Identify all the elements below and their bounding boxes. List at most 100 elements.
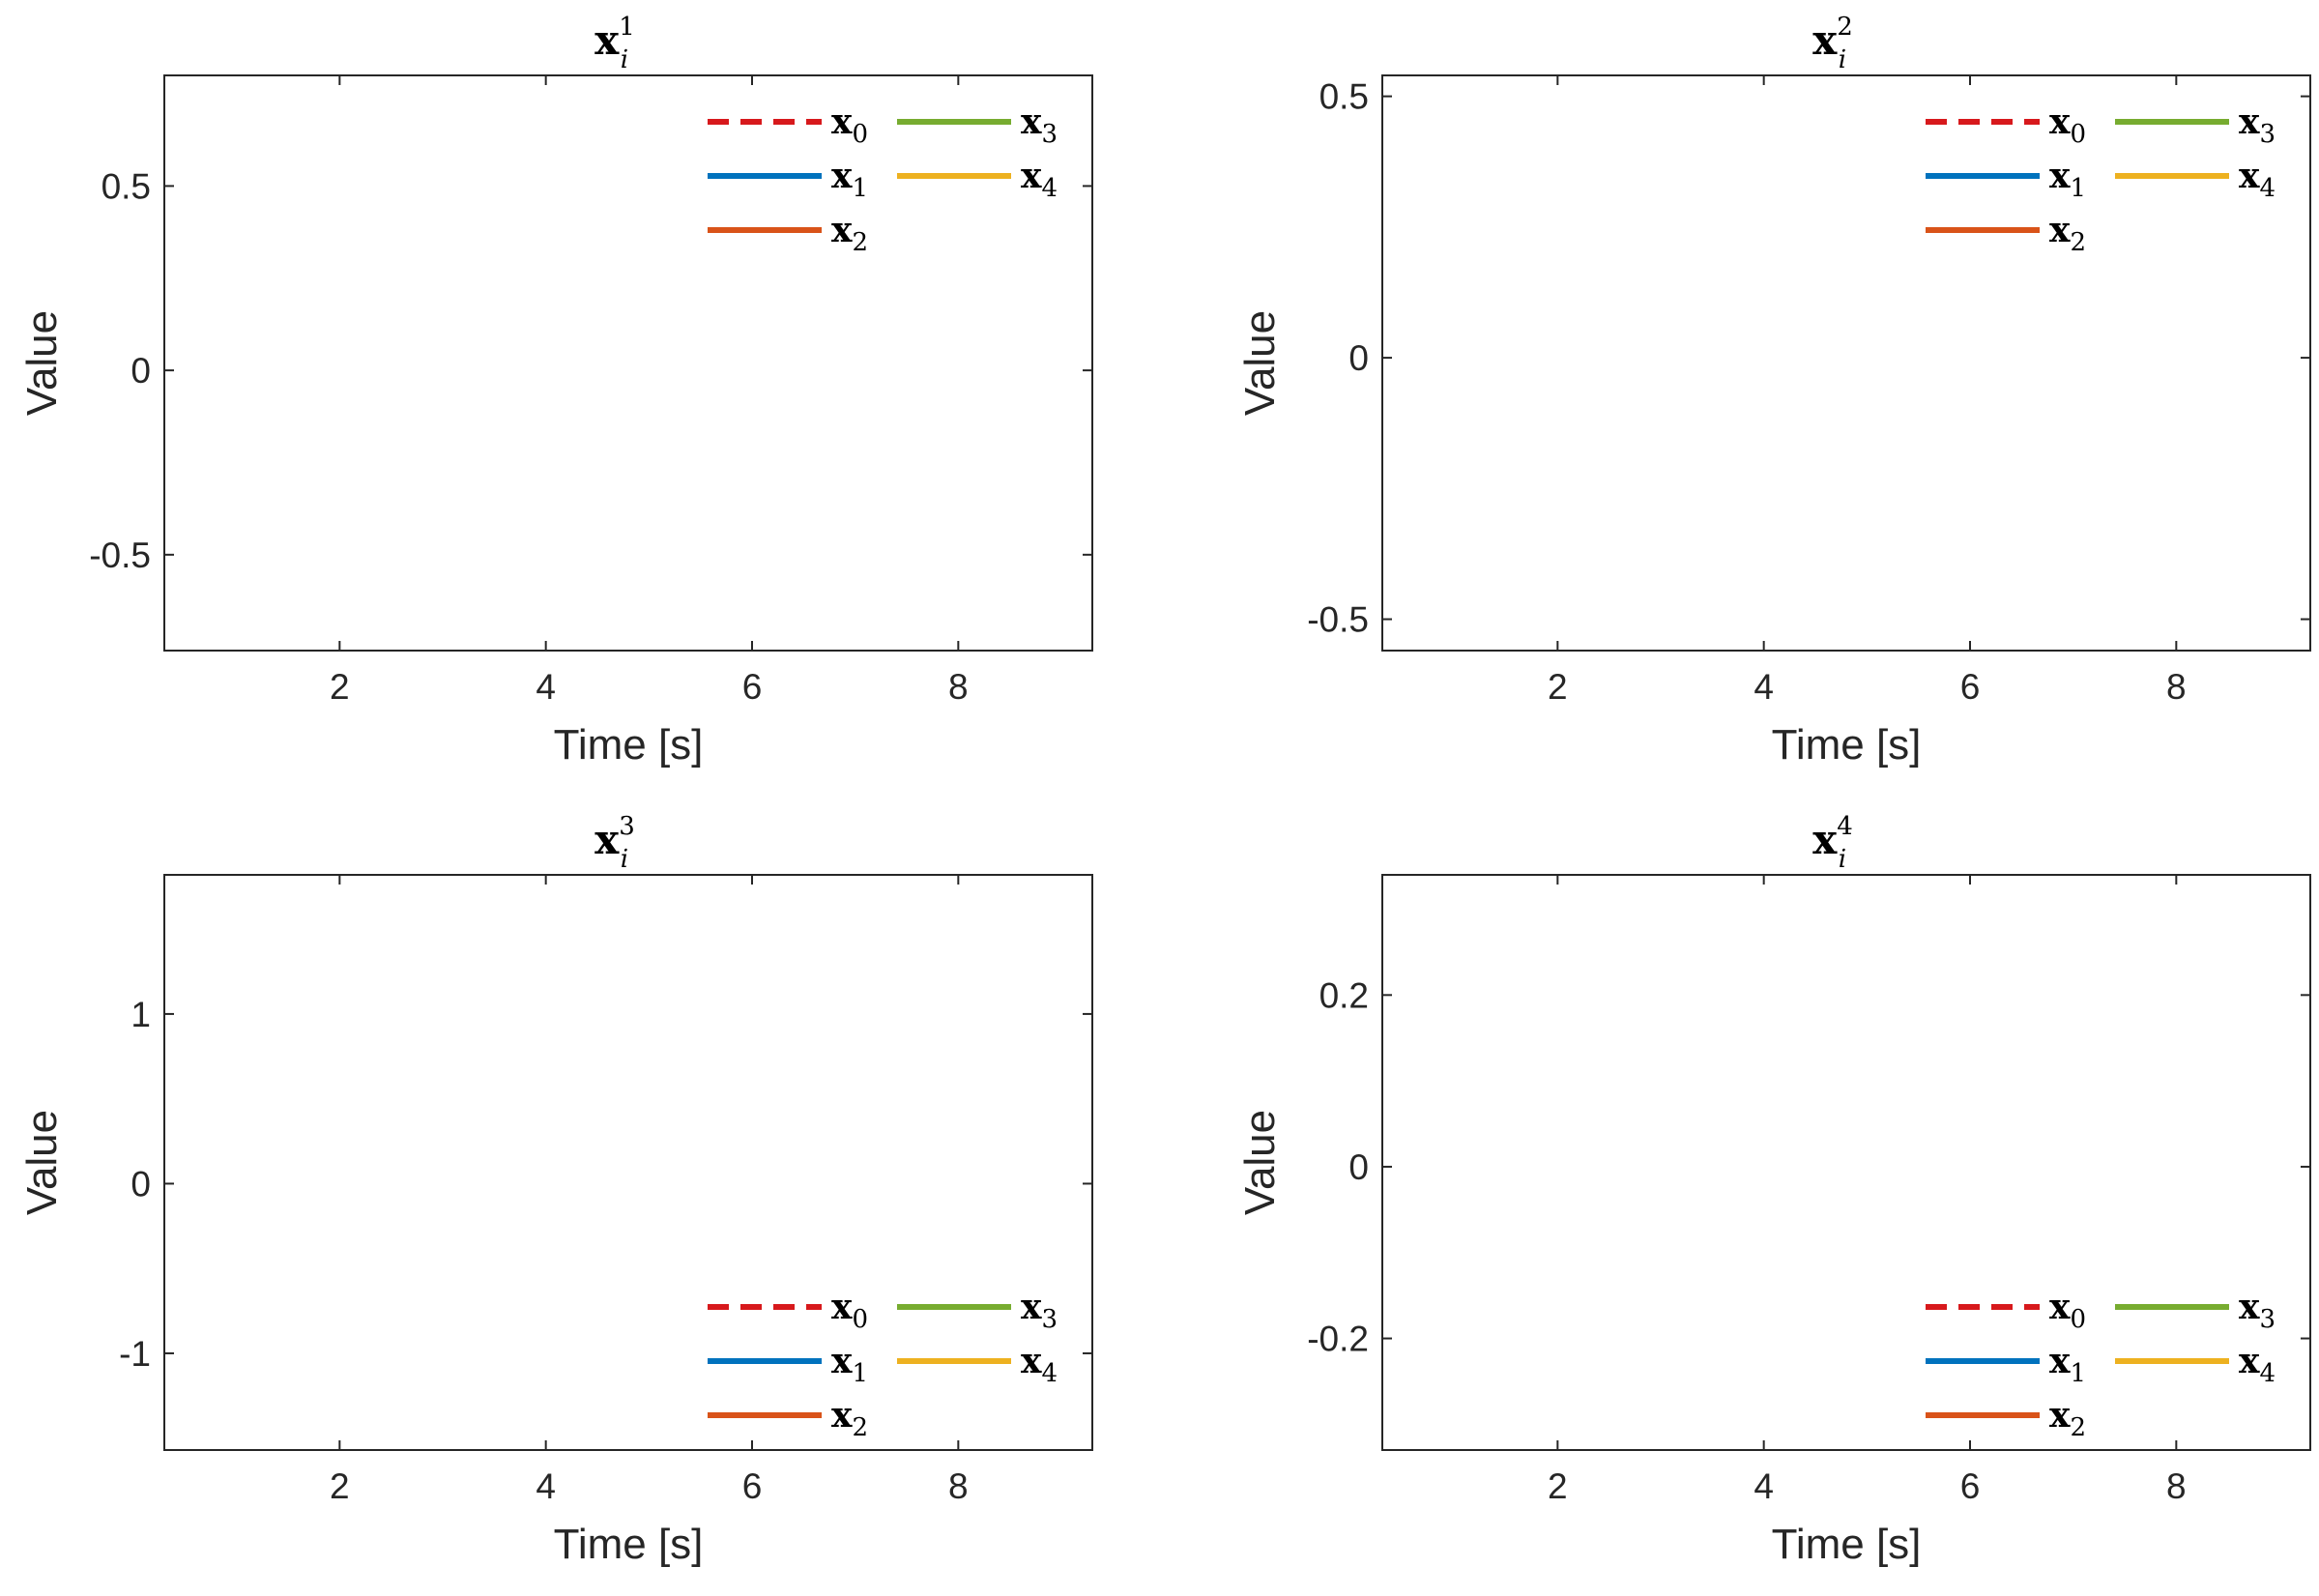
- legend-label-x3: x3: [2239, 102, 2276, 149]
- subplot-title: x4 i: [1812, 812, 1853, 874]
- legend-label-x2: x2: [2049, 1395, 2086, 1442]
- legend-label-subscript: 0: [852, 1305, 868, 1334]
- y-tick-label: 0.5: [101, 166, 151, 206]
- x-tick-label: 2: [330, 667, 350, 707]
- legend-label-x2: x2: [831, 1395, 868, 1442]
- legend-label-main: x: [1021, 102, 1042, 142]
- axes-frame: [163, 874, 1093, 1451]
- y-tick-label: -1: [119, 1334, 151, 1374]
- legend-label-x0: x0: [831, 102, 868, 149]
- x-tick-label: 6: [742, 667, 763, 707]
- title-main: x: [594, 16, 620, 64]
- legend-label-x1: x1: [831, 156, 868, 203]
- legend-label-main: x: [831, 1287, 853, 1327]
- y-tick-label: 0.2: [1319, 975, 1369, 1015]
- y-tick-label: -0.2: [1307, 1320, 1369, 1359]
- y-tick-label: 1: [130, 995, 151, 1034]
- legend-label-x2: x2: [831, 210, 868, 257]
- x-tick-label: 8: [948, 1466, 969, 1506]
- x-tick-label: 2: [1548, 667, 1568, 707]
- legend-label-subscript: 1: [2070, 174, 2086, 203]
- legend-label-x4: x4: [2239, 156, 2276, 203]
- axes-frame: [163, 74, 1093, 652]
- x-tick-label: 4: [1754, 667, 1774, 707]
- title-superscript: 3: [619, 812, 635, 841]
- subplot-title: x1 i: [594, 13, 635, 74]
- x-tick-label: 2: [330, 1466, 350, 1506]
- title-superscript: 1: [619, 13, 635, 42]
- y-tick-label: 0: [130, 351, 151, 391]
- legend-label-main: x: [831, 102, 853, 142]
- legend-label-main: x: [2239, 1287, 2260, 1327]
- legend-label-x4: x4: [1021, 156, 1058, 203]
- x-tick-label: 8: [2166, 667, 2187, 707]
- legend-label-subscript: 0: [2070, 120, 2086, 149]
- legend-label-main: x: [831, 210, 853, 250]
- y-axis-label: Value: [18, 310, 66, 416]
- legend-label-subscript: 2: [2070, 228, 2086, 257]
- y-axis-label: Value: [18, 1110, 66, 1215]
- x-tick-label: 4: [536, 1466, 556, 1506]
- x-axis-label: Time [s]: [554, 721, 704, 769]
- axes-frame: [1381, 874, 2311, 1451]
- legend-label-x0: x0: [2049, 1287, 2086, 1334]
- legend-label-subscript: 4: [2259, 174, 2276, 203]
- legend-label-x3: x3: [1021, 1287, 1058, 1334]
- legend-label-main: x: [831, 1341, 853, 1381]
- legend-label-subscript: 2: [2070, 1413, 2086, 1442]
- legend-label-main: x: [2049, 1341, 2071, 1381]
- legend-label-main: x: [2049, 156, 2071, 196]
- legend-label-x4: x4: [2239, 1341, 2276, 1388]
- title-main: x: [1812, 816, 1838, 863]
- subplot-title: x2 i: [1812, 13, 1853, 74]
- legend-label-main: x: [2239, 102, 2260, 142]
- legend-label-x0: x0: [2049, 102, 2086, 149]
- legend-label-subscript: 2: [852, 228, 868, 257]
- legend-label-subscript: 1: [2070, 1359, 2086, 1388]
- title-main: x: [594, 816, 620, 863]
- legend-label-main: x: [2049, 1395, 2071, 1436]
- legend-label-main: x: [831, 156, 853, 196]
- x-tick-label: 2: [1548, 1466, 1568, 1506]
- title-subscript: i: [621, 845, 628, 874]
- legend-label-subscript: 3: [1041, 1305, 1058, 1334]
- title-superscript: 4: [1837, 812, 1853, 841]
- legend-label-main: x: [2239, 1341, 2260, 1381]
- title-subscript: i: [621, 45, 628, 74]
- legend-label-x0: x0: [831, 1287, 868, 1334]
- legend-label-subscript: 3: [1041, 120, 1058, 149]
- x-axis-label: Time [s]: [1772, 1521, 1922, 1568]
- x-tick-label: 8: [948, 667, 969, 707]
- legend-label-main: x: [2049, 210, 2071, 250]
- legend-label-main: x: [2239, 156, 2260, 196]
- legend-label-x1: x1: [2049, 156, 2086, 203]
- axes-frame: [1381, 74, 2311, 652]
- x-tick-label: 6: [742, 1466, 763, 1506]
- legend-label-main: x: [2049, 1287, 2071, 1327]
- y-axis-label: Value: [1236, 1110, 1284, 1215]
- legend-label-subscript: 1: [852, 1359, 868, 1388]
- legend-label-subscript: 3: [2259, 120, 2276, 149]
- title-main: x: [1812, 16, 1838, 64]
- y-tick-label: 0: [1348, 338, 1369, 378]
- legend-label-main: x: [1021, 156, 1042, 196]
- y-tick-label: 0.5: [1319, 77, 1369, 117]
- y-tick-label: 0: [130, 1164, 151, 1204]
- legend-label-subscript: 4: [1041, 1359, 1058, 1388]
- legend-label-main: x: [2049, 102, 2071, 142]
- legend-label-x3: x3: [2239, 1287, 2276, 1334]
- title-superscript: 2: [1837, 13, 1853, 42]
- legend-label-subscript: 0: [852, 120, 868, 149]
- legend-label-x2: x2: [2049, 210, 2086, 257]
- title-subscript: i: [1839, 45, 1846, 74]
- legend-label-x1: x1: [2049, 1341, 2086, 1388]
- legend-label-subscript: 2: [852, 1413, 868, 1442]
- x-axis-label: Time [s]: [554, 1521, 704, 1568]
